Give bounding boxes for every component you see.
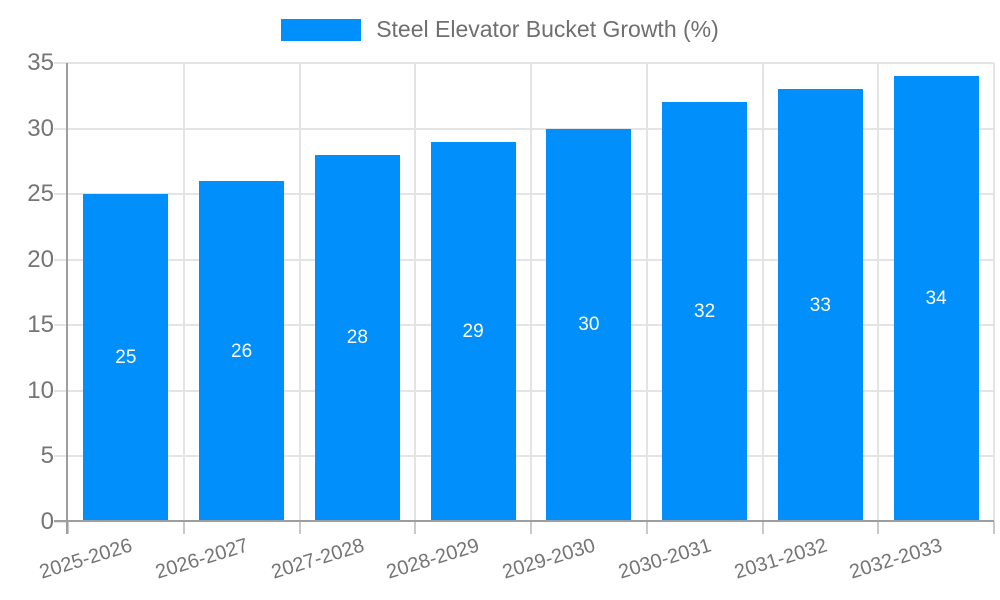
y-axis-tick: [54, 521, 68, 523]
y-axis-line: [66, 63, 68, 534]
bar-value-label: 30: [578, 314, 600, 336]
x-axis-tick-label: 2031-2032: [731, 534, 830, 584]
legend-item-series[interactable]: Steel Elevator Bucket Growth (%): [281, 16, 719, 43]
x-axis-tick-label: 2027-2028: [268, 534, 367, 584]
y-axis-tick-label: 0: [40, 508, 54, 535]
y-axis-tick: [54, 389, 68, 392]
bar-2032-2033: 34: [893, 76, 979, 522]
bar-value-label: 32: [694, 301, 716, 323]
legend-swatch: [281, 18, 362, 41]
bar-2027-2028: 28: [314, 154, 400, 522]
x-axis-tick-label: 2028-2029: [384, 534, 483, 584]
x-axis-tick: [993, 522, 995, 534]
x-axis-tick: [530, 522, 532, 534]
bar-2031-2032: 33: [777, 89, 863, 522]
gridline-vertical: [298, 63, 301, 522]
y-axis-tick: [54, 62, 68, 64]
x-axis-tick: [298, 522, 301, 534]
x-axis-tick: [414, 522, 417, 534]
gridline-vertical: [993, 63, 995, 522]
gridline-vertical: [530, 63, 532, 522]
y-axis-tick-label: 25: [27, 180, 54, 208]
bar-2025-2026: 25: [83, 194, 169, 522]
y-axis-tick-label: 30: [27, 114, 54, 142]
x-axis-line: [54, 520, 994, 522]
bar-value-label: 33: [809, 294, 831, 316]
x-axis-tick-label: 2030-2031: [615, 534, 714, 584]
gridline-vertical: [414, 63, 417, 522]
x-axis-tick-label: 2032-2033: [847, 534, 946, 584]
bar-value-label: 25: [115, 347, 137, 369]
bar-value-label: 26: [231, 340, 253, 362]
bar-2026-2027: 26: [199, 181, 285, 522]
y-axis-tick: [54, 455, 68, 458]
x-axis-tick: [67, 522, 69, 534]
gridline-vertical: [761, 63, 764, 522]
y-axis-tick: [54, 127, 68, 130]
bar-2029-2030: 30: [546, 128, 632, 522]
y-axis-tick: [54, 258, 68, 261]
x-axis-tick-label: 2025-2026: [37, 534, 136, 584]
y-axis-tick: [54, 324, 68, 327]
gridline-vertical: [877, 63, 880, 522]
x-axis-tick: [761, 522, 764, 534]
bar-value-label: 28: [346, 327, 368, 349]
bar-value-label: 34: [925, 288, 947, 310]
x-axis-tick-label: 2029-2030: [500, 534, 599, 584]
y-axis-tick: [54, 193, 68, 196]
y-axis-tick-label: 20: [27, 245, 54, 273]
legend-label: Steel Elevator Bucket Growth (%): [376, 16, 719, 42]
plot-area: 0 5 10 15 20 25 30 35 25 26 28 29 30 32 33 34 2025-2026 2…: [27, 50, 995, 583]
gridline-vertical: [182, 63, 185, 522]
y-axis-tick-label: 35: [27, 49, 54, 76]
y-axis-tick-label: 15: [27, 311, 54, 339]
x-axis-tick-label: 2026-2027: [152, 534, 251, 584]
x-axis-tick: [877, 522, 880, 534]
x-axis-tick: [645, 522, 648, 534]
y-axis-tick-label: 10: [27, 376, 54, 404]
bar-2028-2029: 29: [430, 141, 516, 522]
bar-2030-2031: 32: [662, 102, 748, 522]
gridline-vertical: [645, 63, 648, 522]
x-axis-tick: [182, 522, 185, 534]
bar-value-label: 29: [462, 320, 484, 342]
chart-legend: Steel Elevator Bucket Growth (%): [0, 16, 1000, 43]
y-axis-tick-label: 5: [40, 442, 54, 470]
